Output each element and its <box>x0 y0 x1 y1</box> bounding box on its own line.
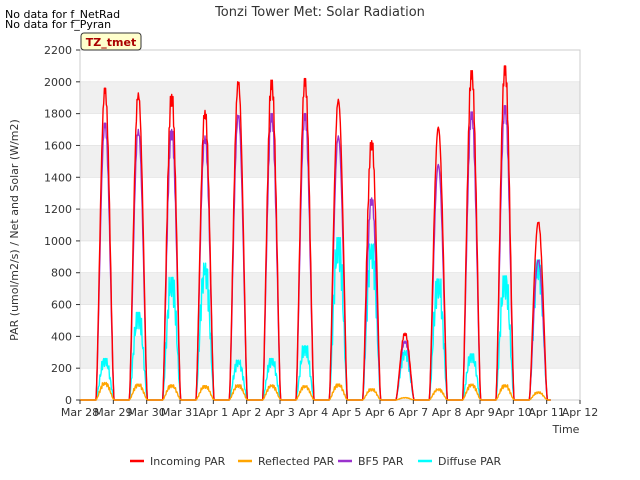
y-tick-label: 1000 <box>44 235 72 248</box>
y-tick-label: 800 <box>51 267 72 280</box>
site-label-bg <box>80 32 142 51</box>
x-tick-label: Apr 1 <box>199 406 229 419</box>
x-tick-label: Mar 28 <box>61 406 99 419</box>
x-tick-label: Mar 30 <box>128 406 166 419</box>
x-tick-label: Apr 11 <box>528 406 565 419</box>
x-tick-label: Mar 31 <box>161 406 199 419</box>
y-axis: 0 200 400 600 800 1000 1200 1400 1600 1800 2000 220… <box>44 44 80 407</box>
grid-band <box>80 145 580 178</box>
x-tick-label: Apr 5 <box>332 406 362 419</box>
y-tick-label: 0 <box>65 394 72 407</box>
no-data-pyran-note: No data for f_Pyran <box>5 18 112 31</box>
chart-title: Tonzi Tower Met: Solar Radiation <box>214 5 425 20</box>
legend-label-reflected-par: Reflected PAR <box>258 455 335 468</box>
grid-band <box>80 272 580 305</box>
y-tick-label: 200 <box>51 362 72 375</box>
series-layer <box>80 65 551 401</box>
x-tick-label: Apr 9 <box>465 406 495 419</box>
x-tick-label: Apr 6 <box>365 406 395 419</box>
legend: Incoming PAR Reflected PAR BF5 PAR Diffuse … <box>130 455 502 468</box>
grid-bands <box>80 49 580 401</box>
y-tick-label: 1600 <box>44 139 72 152</box>
y-tick-label: 1400 <box>44 171 72 184</box>
x-tick-label: Mar 29 <box>94 406 132 419</box>
x-tick-label: Apr 7 <box>399 406 429 419</box>
y-tick-label: 2200 <box>44 44 72 57</box>
y-axis-label: PAR (umol/m2/s) / Net and Solar (W/m2) <box>8 119 21 341</box>
grid-band <box>80 81 580 114</box>
x-tick-label: Apr 2 <box>232 406 262 419</box>
y-tick-label: 2000 <box>44 76 72 89</box>
y-tick-label: 600 <box>51 299 72 312</box>
legend-label-bf5-par: BF5 PAR <box>358 455 404 468</box>
x-tick-label: Apr 3 <box>265 406 295 419</box>
no-data-netrad-note: No data for f_NetRad <box>5 8 121 21</box>
site-label: TZ_tmet <box>86 36 136 49</box>
x-tick-label: Apr 4 <box>299 406 329 419</box>
legend-label-incoming-par: Incoming PAR <box>150 455 226 468</box>
series-line-reflected-par <box>80 381 551 401</box>
x-axis-label: Time <box>552 423 580 436</box>
x-tick-label: Apr 12 <box>562 406 599 419</box>
x-tick-label: Apr 10 <box>495 406 532 419</box>
grid-band <box>80 209 580 241</box>
y-tick-label: 1200 <box>44 203 72 216</box>
site-label-box: TZ_tmet <box>80 32 142 51</box>
y-tick-label: 1800 <box>44 108 72 121</box>
x-tick-label: Apr 8 <box>432 406 462 419</box>
legend-label-diffuse-par: Diffuse PAR <box>438 455 502 468</box>
y-tick-label: 400 <box>51 330 72 343</box>
